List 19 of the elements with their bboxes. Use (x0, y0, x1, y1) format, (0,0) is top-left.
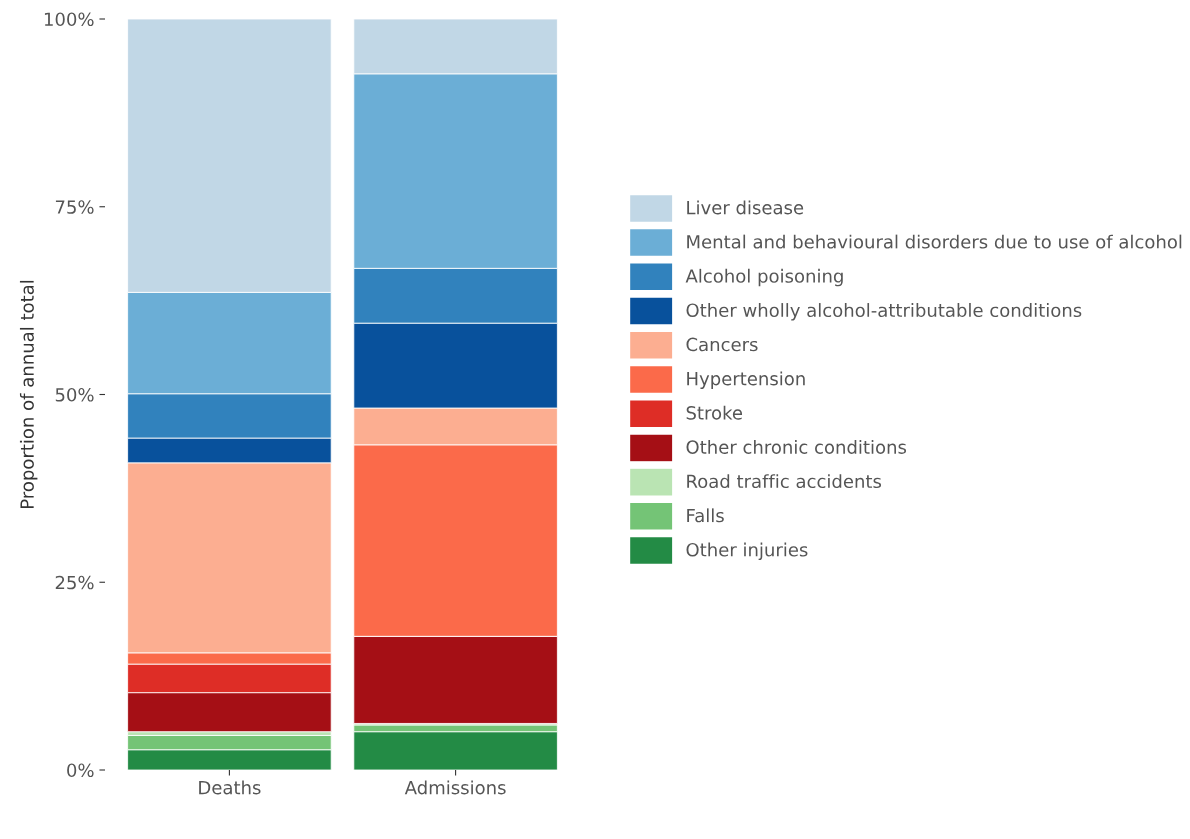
legend-label: Other wholly alcohol-attributable conditions (686, 303, 1082, 321)
legend-label: Hypertension (687, 371, 805, 389)
legend-label: Other chronic conditions (686, 439, 907, 454)
legend-label: Other injuries (686, 542, 808, 561)
legend-label: Liver disease (687, 200, 804, 215)
legend-label: Road traffic accidents (687, 474, 882, 489)
legend-label: Alcohol poisoning (685, 268, 843, 287)
y-tick-label: 25% (55, 575, 94, 590)
x-tick-label: Admissions (404, 780, 506, 795)
y-tick-label: 100% (44, 12, 94, 27)
legend-label: Stroke (686, 405, 743, 420)
y-axis-title: Proportion of annual total (19, 280, 38, 508)
y-tick-label: 75% (55, 200, 94, 214)
y-tick-label: 50% (55, 387, 94, 402)
legend-label: Mental and behavioural disorders due to use of alcohol (687, 234, 1182, 249)
x-tick-label: Deaths (199, 780, 261, 795)
legend-label: Falls (687, 508, 724, 523)
legend-label: Cancers (686, 337, 758, 352)
y-tick-label: 0% (67, 763, 94, 778)
